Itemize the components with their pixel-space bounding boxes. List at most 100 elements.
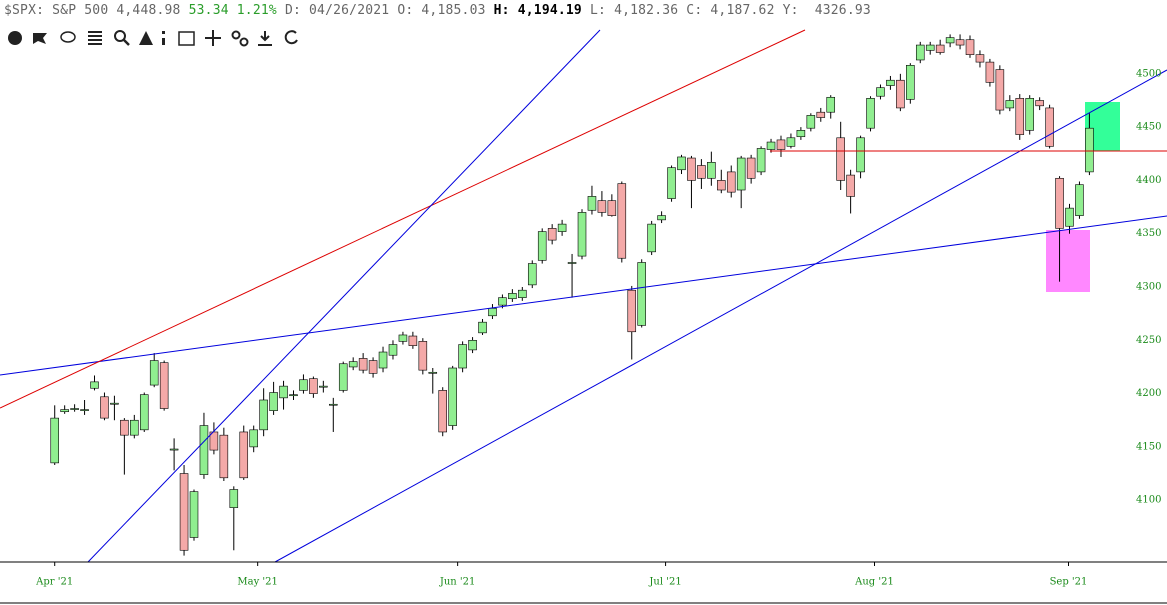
icon-move[interactable] (205, 30, 221, 46)
candle-body (159, 362, 169, 409)
y-tick-label: 4300 (1136, 282, 1161, 293)
candle-body (557, 223, 567, 232)
candle-body (965, 39, 975, 55)
icon-info (162, 38, 165, 45)
candle-body (1085, 127, 1094, 173)
quote-symbol: $SPX: S&P 500 4,448.98 (4, 3, 181, 18)
candle-body (179, 473, 189, 551)
candle-body (806, 115, 816, 129)
candle-body (1025, 98, 1034, 131)
candle-body (995, 69, 1005, 111)
quote-change: 53.34 1.21% (188, 3, 277, 18)
icon-draw[interactable] (139, 31, 153, 45)
candle-body (587, 196, 597, 211)
candle-body (378, 351, 388, 369)
candle-body (667, 167, 676, 199)
candle-body (458, 344, 467, 369)
icon-search[interactable] (114, 30, 126, 42)
candle-body (786, 137, 796, 147)
x-tick-label: Sep '21 (1050, 577, 1088, 588)
quote-high: H: 4,194.19 (493, 3, 582, 18)
candle-body (368, 360, 378, 374)
candle-body (269, 392, 278, 411)
candle-body (985, 61, 995, 83)
y-tick-label: 4150 (1136, 441, 1161, 452)
icon-calendar[interactable] (178, 31, 195, 46)
candle-body (219, 434, 229, 479)
candle-body (627, 289, 637, 333)
candle-body (1055, 177, 1064, 229)
candle-body (1075, 184, 1084, 216)
candle-body (358, 358, 368, 371)
candle-body (498, 297, 507, 306)
candle-body (736, 157, 746, 191)
x-tick-label: May '21 (237, 577, 278, 588)
candle-body (408, 335, 418, 346)
y-tick-label: 4100 (1136, 495, 1161, 506)
candle-body (518, 289, 527, 298)
icon-twitter[interactable] (33, 33, 47, 44)
candle-body (866, 98, 875, 129)
x-tick-label: Jun '21 (439, 577, 476, 588)
candle-body (567, 262, 577, 264)
candle-body (388, 344, 398, 356)
candle-body (746, 157, 756, 179)
candle-body (468, 339, 477, 351)
icon-refresh[interactable] (284, 30, 298, 45)
candle-body (836, 137, 845, 181)
candle-body (717, 180, 726, 191)
candle-body (100, 396, 109, 419)
candle-body (438, 390, 448, 433)
highlight-box (1046, 230, 1090, 292)
candle-body (139, 394, 149, 431)
candle-body (508, 293, 517, 300)
x-tick-label: Aug '21 (854, 577, 894, 588)
candle-body (856, 137, 865, 173)
candle-body (816, 111, 826, 118)
candle-body (319, 385, 328, 388)
x-tick-label: Apr '21 (35, 577, 73, 588)
icon-link[interactable] (231, 30, 241, 40)
candle-body (90, 381, 99, 389)
candle-body (289, 394, 298, 397)
candle-body (687, 157, 696, 181)
candle-body (577, 212, 587, 257)
candle-body (50, 417, 59, 464)
candle-body (677, 156, 686, 171)
candle-body (348, 361, 358, 368)
candle-body (975, 54, 985, 63)
icon-point[interactable] (162, 31, 165, 34)
candle-body (428, 371, 438, 374)
candle-body (1015, 98, 1025, 135)
candle-body (886, 79, 895, 86)
trendline (0, 29, 806, 409)
icon-comment[interactable] (60, 31, 76, 43)
candle-body (1005, 100, 1015, 109)
candle-body (707, 161, 716, 179)
candle-body (925, 44, 935, 51)
y-tick-label: 4500 (1136, 68, 1161, 79)
candle-body (826, 96, 836, 113)
y-tick-label: 4450 (1136, 122, 1161, 133)
candle-body (1035, 100, 1044, 107)
trendline (274, 69, 1167, 563)
candle-body (527, 263, 537, 286)
candle-body (488, 308, 497, 317)
candle-body (60, 409, 69, 413)
icon-dashboard[interactable] (8, 31, 22, 45)
y-tick-label: 4250 (1136, 335, 1161, 346)
y-tick-label: 4350 (1136, 228, 1161, 239)
candle-body (448, 367, 457, 426)
icon-list[interactable] (88, 31, 102, 45)
candle-body (120, 419, 129, 436)
candle-body (149, 360, 159, 386)
candle-body (915, 44, 925, 61)
candle-body (418, 341, 428, 371)
candle-body (945, 37, 955, 44)
candle-body (189, 491, 199, 538)
candle-body (329, 403, 338, 406)
candle-body (657, 215, 666, 221)
icon-download[interactable] (258, 31, 272, 46)
candle-body (338, 363, 348, 391)
candle-body (259, 399, 268, 431)
